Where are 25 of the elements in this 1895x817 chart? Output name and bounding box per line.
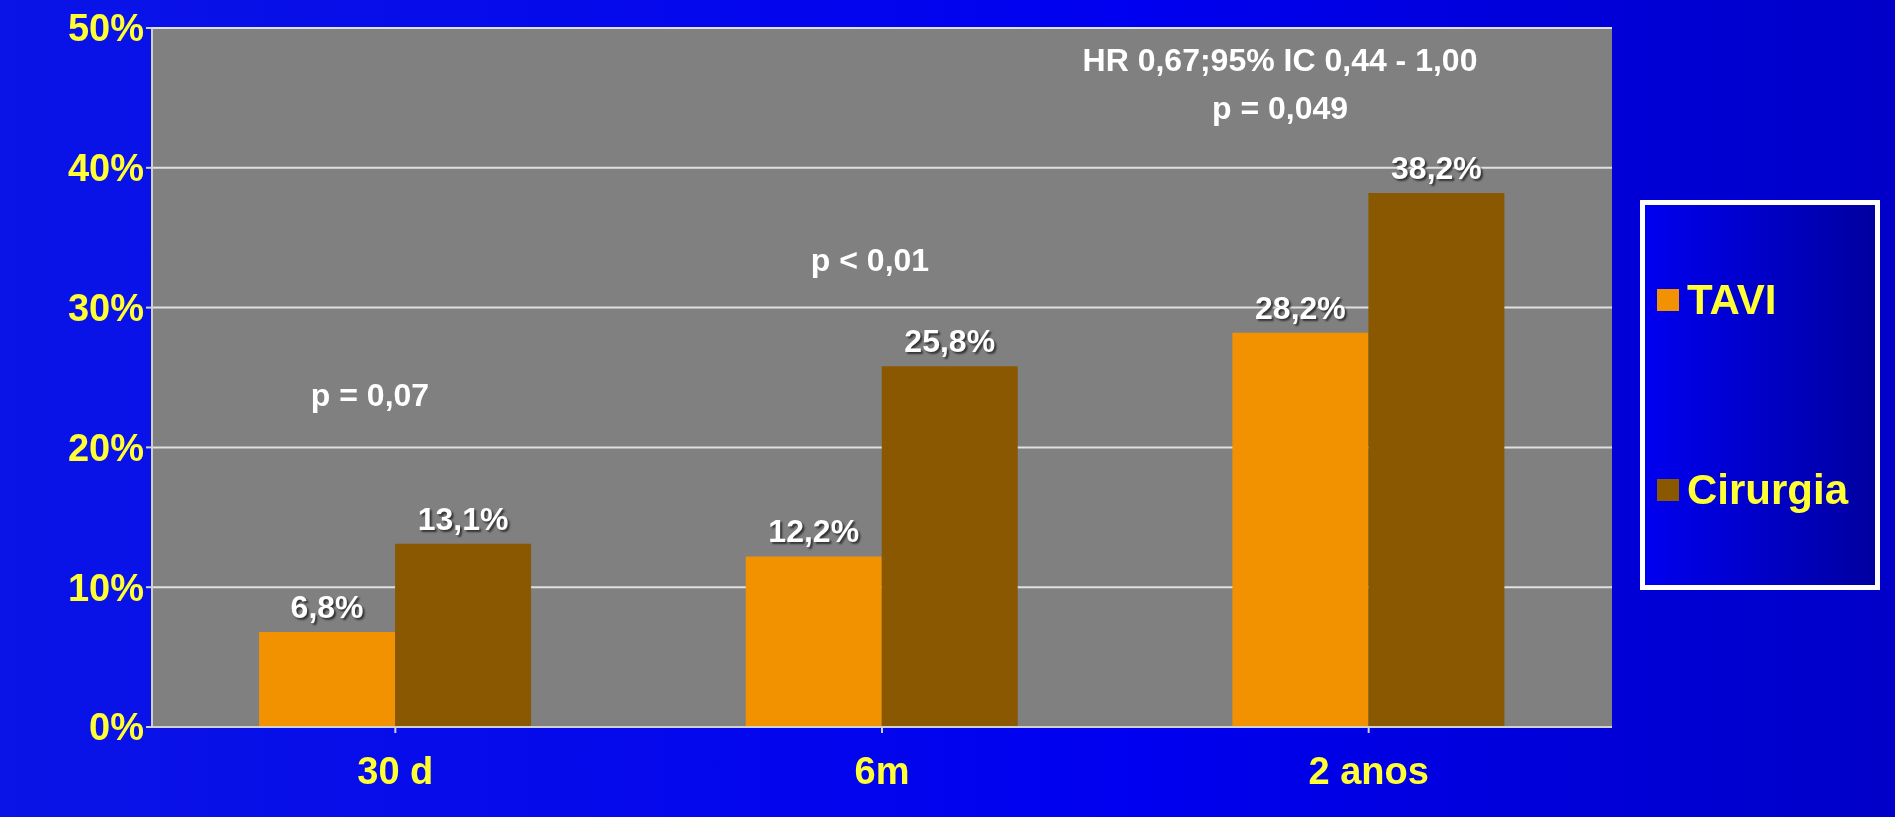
y-tick-label: 20% [67,426,144,469]
y-tick-label: 0% [89,706,144,749]
annotation: p = 0,049 [1211,89,1349,127]
bar [395,543,532,727]
legend-label: TAVI [1687,276,1777,324]
bar [881,366,1018,727]
bar [1232,332,1369,727]
x-tick-label: 30 d [357,749,434,792]
bar [745,556,882,727]
data-label: 13,1% [417,500,509,537]
y-tick-label: 40% [67,147,144,190]
y-tick-label: 30% [67,287,144,330]
annotation: p = 0,07 [310,376,430,414]
annotation: HR 0,67;95% IC 0,44 - 1,00 [1082,41,1478,79]
data-label: 12,2% [768,513,860,550]
bar [1368,192,1505,727]
x-tick-label: 2 anos [1308,749,1429,792]
x-tick-label: 6m [854,749,910,792]
y-tick-label: 10% [67,566,144,609]
data-label: 6,8% [290,588,364,625]
y-tick-label: 50% [67,7,144,50]
bar [259,631,396,727]
annotation: p < 0,01 [810,241,930,279]
data-label: 25,8% [904,323,996,360]
legend-label: Cirurgia [1687,466,1849,514]
